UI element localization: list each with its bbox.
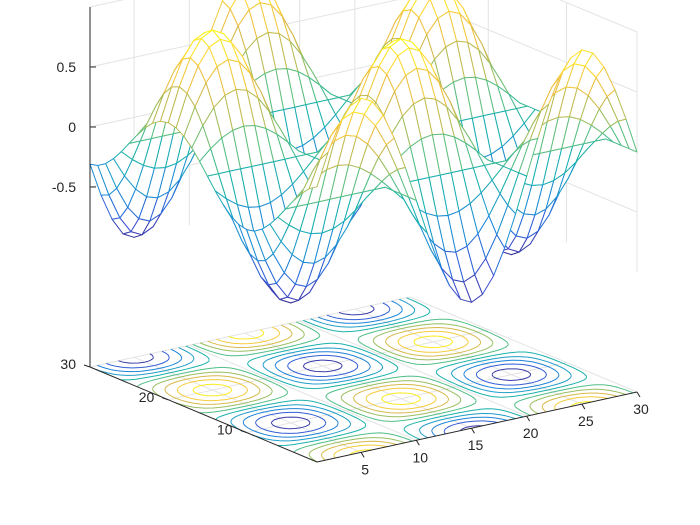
y-tick-mark — [162, 397, 169, 401]
x-tick-mark — [360, 452, 365, 458]
contour-line — [97, 300, 560, 438]
x-tick-label: 5 — [361, 461, 369, 477]
contour-line — [106, 302, 547, 435]
x-tick-label: 25 — [578, 413, 594, 429]
grid-line — [189, 344, 417, 441]
contour-line — [120, 297, 587, 446]
grid-line — [168, 329, 489, 401]
contour-line — [164, 324, 618, 461]
x-axis-line — [316, 391, 638, 463]
grid-line — [354, 308, 583, 405]
y-tick-mark — [240, 430, 247, 433]
contour-line — [176, 326, 608, 459]
tick-labels: 5 10 15 20 25 30 10 20 30 -0.5 0 0.5 — [52, 59, 649, 477]
x-tick-label: 15 — [468, 437, 484, 453]
y-tick-label: 10 — [217, 422, 233, 438]
contour-line — [137, 318, 634, 453]
grid-line — [244, 332, 472, 429]
y-axis-line — [89, 366, 318, 463]
grid-line — [89, 296, 411, 368]
x-tick-label: 10 — [413, 449, 429, 465]
x-tick-label: 30 — [633, 401, 649, 417]
grid-line — [246, 362, 567, 434]
z-tick-label: -0.5 — [52, 179, 76, 195]
y-tick-label: 30 — [60, 356, 76, 372]
mesh-surface — [89, 0, 638, 304]
contour-line — [95, 298, 572, 442]
y-tick-label: 20 — [139, 389, 155, 405]
x-tick-label: 20 — [523, 425, 539, 441]
y-tick-mark — [83, 364, 91, 368]
grid-line — [409, 296, 638, 393]
grid-line — [133, 356, 362, 453]
grid-line — [299, 320, 527, 417]
axes-lines — [83, 7, 641, 463]
z-tick-label: 0.5 — [57, 59, 77, 75]
grid-edge — [559, 0, 638, 33]
z-tick-label: 0 — [68, 119, 76, 135]
mesh-cell — [308, 152, 329, 190]
x-tick-mark — [415, 440, 420, 446]
contour-line — [192, 329, 594, 456]
x-tick-mark — [636, 391, 641, 398]
contour-plot — [95, 297, 634, 463]
x-tick-mark — [471, 427, 475, 434]
contour-line — [118, 305, 532, 432]
x-tick-mark — [581, 403, 586, 410]
x-tick-mark — [526, 415, 531, 422]
